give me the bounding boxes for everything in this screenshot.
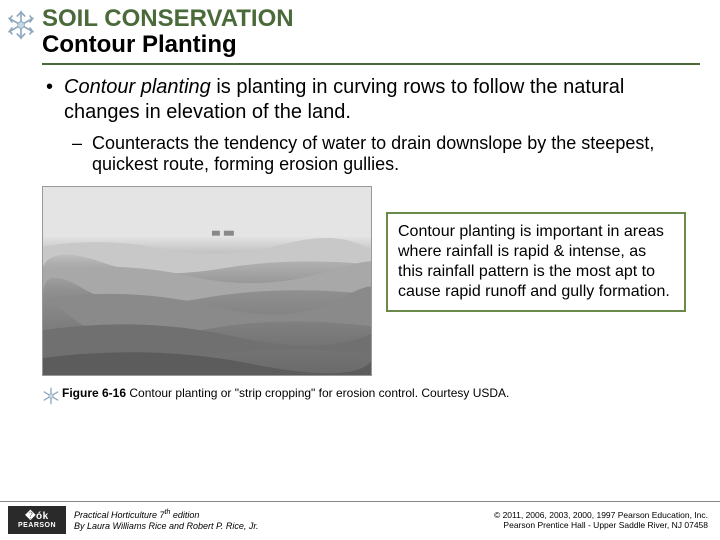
title-block: SOIL CONSERVATION Contour Planting bbox=[42, 6, 720, 59]
snowflake-icon bbox=[6, 10, 36, 40]
figure-row: Contour planting is important in areas w… bbox=[42, 186, 690, 376]
authors: By Laura Williams Rice and Robert P. Ric… bbox=[74, 521, 259, 531]
sub-bullet: Counteracts the tendency of water to dra… bbox=[72, 133, 690, 176]
snowflake-small-icon bbox=[42, 387, 60, 405]
caption-row: Figure 6-16 Contour planting or "strip c… bbox=[42, 386, 690, 405]
slide-footer: �ók PEARSON Practical Horticulture 7th e… bbox=[0, 501, 720, 540]
main-bullet: Contour planting is planting in curving … bbox=[42, 75, 690, 125]
title-line-2: Contour Planting bbox=[42, 32, 700, 58]
copyright-2: Pearson Prentice Hall - Upper Saddle Riv… bbox=[503, 520, 708, 530]
logo-text: PEARSON bbox=[18, 522, 56, 529]
slide-header: SOIL CONSERVATION Contour Planting bbox=[0, 0, 720, 59]
pearson-logo: �ók PEARSON bbox=[8, 506, 66, 534]
callout-box: Contour planting is important in areas w… bbox=[386, 212, 686, 312]
figure-caption-text: Contour planting or "strip cropping" for… bbox=[126, 386, 509, 400]
book-title: Practical Horticulture bbox=[74, 510, 157, 520]
figure-label: Figure 6-16 bbox=[62, 386, 126, 400]
title-line-1: SOIL CONSERVATION bbox=[42, 6, 700, 32]
book-credit: Practical Horticulture 7th edition By La… bbox=[74, 509, 259, 532]
edition-word: edition bbox=[170, 510, 199, 520]
footer-left: �ók PEARSON Practical Horticulture 7th e… bbox=[8, 506, 259, 534]
figure-caption: Figure 6-16 Contour planting or "strip c… bbox=[62, 386, 509, 400]
figure-image bbox=[42, 186, 372, 376]
footer-right: © 2011, 2006, 2003, 2000, 1997 Pearson E… bbox=[494, 510, 708, 530]
main-bullet-italic: Contour planting bbox=[64, 76, 211, 98]
copyright-1: © 2011, 2006, 2003, 2000, 1997 Pearson E… bbox=[494, 510, 708, 520]
content-area: Contour planting is planting in curving … bbox=[0, 65, 720, 405]
